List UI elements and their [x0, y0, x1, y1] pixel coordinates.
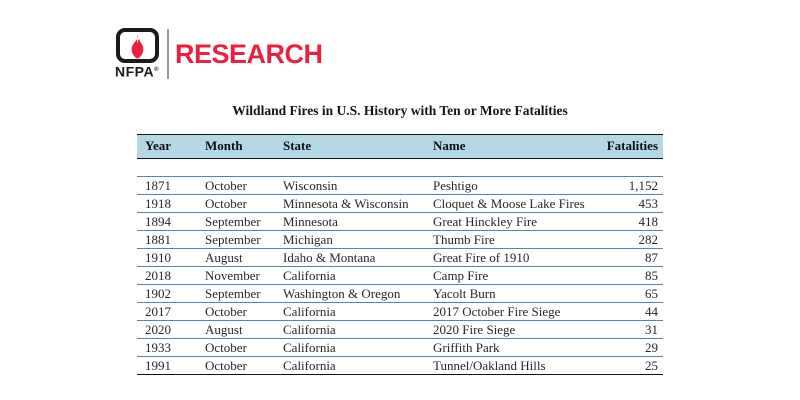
table-cell: Peshtigo — [433, 176, 590, 195]
table-row: 2020 August California 2020 Fire Siege 31 — [137, 320, 663, 339]
column-header-month: Month — [205, 134, 283, 159]
wildland-fires-table: Year Month State Name Fatalities 1871 October… — [137, 134, 663, 375]
table-cell: 418 — [590, 212, 663, 231]
nfpa-emblem-box — [115, 28, 159, 63]
table-cell: Wisconsin — [283, 176, 433, 195]
table-cell: 2020 Fire Siege — [433, 320, 590, 339]
registered-mark: ® — [154, 67, 159, 73]
table-cell: California — [283, 320, 433, 339]
table-cell: November — [205, 266, 283, 285]
table-cell: 1,152 — [590, 176, 663, 195]
table-cell: 1933 — [137, 338, 205, 357]
table-row: 1894 September Minnesota Great Hinckley Fir… — [137, 212, 663, 231]
table-row: 1910 August Idaho & Montana Great Fire of 1… — [137, 248, 663, 267]
table-cell: 2017 October Fire Siege — [433, 302, 590, 321]
table-cell: California — [283, 302, 433, 321]
table-cell: October — [205, 302, 283, 321]
table-cell: 85 — [590, 266, 663, 285]
table-cell: Tunnel/Oakland Hills — [433, 356, 590, 375]
table-row: 2017 October California 2017 October Fire S… — [137, 302, 663, 321]
document-content: Wildland Fires in U.S. History with Ten … — [137, 103, 663, 375]
research-wordmark: RESEARCH — [175, 39, 323, 69]
header-spacer-row — [137, 158, 663, 177]
table-cell: Idaho & Montana — [283, 248, 433, 267]
table-cell: Great Fire of 1910 — [433, 248, 590, 267]
table-cell: 65 — [590, 284, 663, 303]
table-cell: 282 — [590, 230, 663, 249]
table-cell: 1881 — [137, 230, 205, 249]
table-cell: September — [205, 212, 283, 231]
table-cell: 1894 — [137, 212, 205, 231]
table-cell: California — [283, 356, 433, 375]
table-row: 1902 September Washington & Oregon Yacolt B… — [137, 284, 663, 303]
table-cell: 87 — [590, 248, 663, 267]
table-title: Wildland Fires in U.S. History with Ten … — [232, 103, 568, 118]
table-cell: 25 — [590, 356, 663, 375]
nfpa-emblem: NFPA® — [112, 28, 162, 80]
column-header-year: Year — [137, 134, 205, 159]
table-cell: October — [205, 194, 283, 213]
table-cell: September — [205, 284, 283, 303]
table-cell: August — [205, 320, 283, 339]
table-header: Year Month State Name Fatalities — [137, 134, 663, 159]
flame-icon — [128, 34, 147, 59]
table-cell: 1910 — [137, 248, 205, 267]
table-cell: October — [205, 176, 283, 195]
table-cell: 1918 — [137, 194, 205, 213]
table-cell: California — [283, 266, 433, 285]
nfpa-org-label: NFPA® — [115, 63, 159, 80]
column-header-name: Name — [433, 134, 590, 159]
table-header-row: Year Month State Name Fatalities — [137, 134, 663, 159]
table-cell: August — [205, 248, 283, 267]
table-cell: 453 — [590, 194, 663, 213]
table-row: 1881 September Michigan Thumb Fire 282 — [137, 230, 663, 249]
logo-divider — [167, 29, 169, 79]
table-cell: Minnesota & Wisconsin — [283, 194, 433, 213]
nfpa-research-logo: NFPA® RESEARCH — [112, 28, 323, 80]
table-cell: 2020 — [137, 320, 205, 339]
table-row: 1933 October California Griffith Park 29 — [137, 338, 663, 357]
table-cell: Yacolt Burn — [433, 284, 590, 303]
table-cell: Thumb Fire — [433, 230, 590, 249]
table-row: 1871 October Wisconsin Peshtigo 1,152 — [137, 176, 663, 195]
table-cell: September — [205, 230, 283, 249]
table-row: 1918 October Minnesota & Wisconsin Cloquet … — [137, 194, 663, 213]
column-header-state: State — [283, 134, 433, 159]
table-cell: October — [205, 338, 283, 357]
table-cell: October — [205, 356, 283, 375]
table-cell: 2017 — [137, 302, 205, 321]
table-cell: Camp Fire — [433, 266, 590, 285]
table-cell: Great Hinckley Fire — [433, 212, 590, 231]
table-cell: Cloquet & Moose Lake Fires — [433, 194, 590, 213]
table-cell: Griffith Park — [433, 338, 590, 357]
table-cell: 1871 — [137, 176, 205, 195]
table-cell: 1902 — [137, 284, 205, 303]
table-cell: Michigan — [283, 230, 433, 249]
table-cell: 1991 — [137, 356, 205, 375]
table-cell: Minnesota — [283, 212, 433, 231]
column-header-fatalities: Fatalities — [590, 134, 663, 159]
table-row: 2018 November California Camp Fire 85 — [137, 266, 663, 285]
table-cell: California — [283, 338, 433, 357]
table-cell: 29 — [590, 338, 663, 357]
table-cell: Washington & Oregon — [283, 284, 433, 303]
table-cell: 44 — [590, 302, 663, 321]
table-cell: 2018 — [137, 266, 205, 285]
table-row: 1991 October California Tunnel/Oakland Hill… — [137, 356, 663, 375]
table-cell: 31 — [590, 320, 663, 339]
